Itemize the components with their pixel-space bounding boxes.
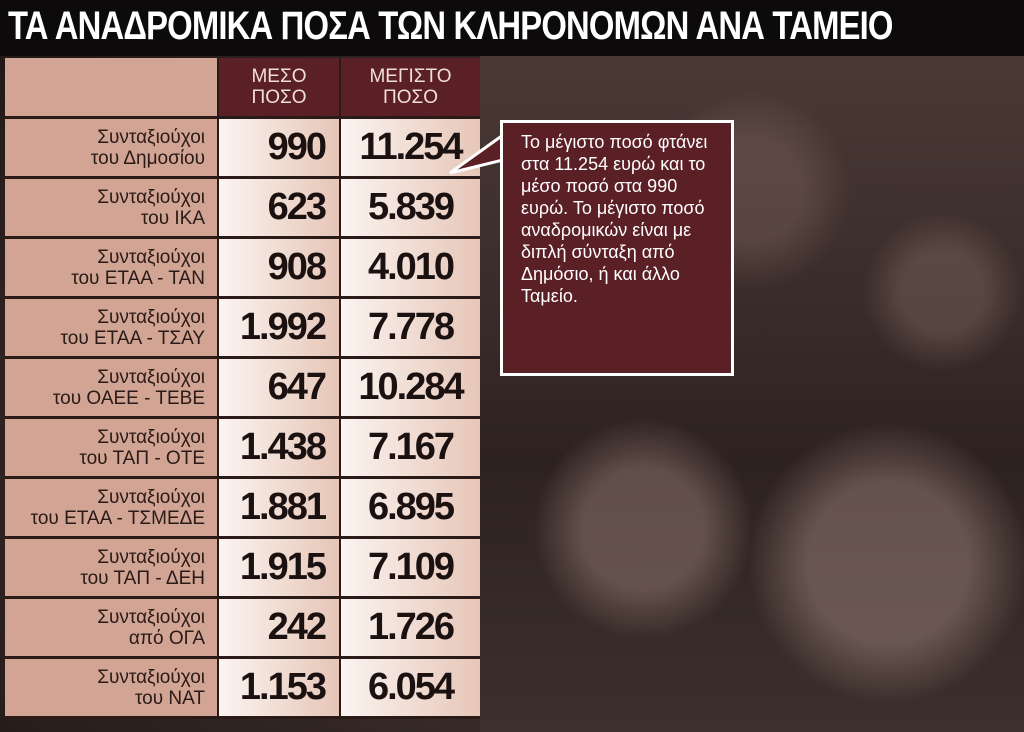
- callout-box: Το μέγιστο ποσό φτάνει στα 11.254 ευρώ κ…: [500, 120, 734, 376]
- title-bar: ΤΑ ΑΝΑΔΡΟΜΙΚΑ ΠΟΣΑ ΤΩΝ ΚΛΗΡΟΝΟΜΩΝ ΑΝΑ ΤΑ…: [0, 0, 1024, 56]
- header-mean: ΜΕΣΟ ΠΟΣΟ: [217, 58, 340, 119]
- table-row: Συνταξιούχοι από ΟΓΑ 242 1.726: [5, 597, 480, 659]
- max-value: 5.839: [339, 177, 480, 239]
- table-row: Συνταξιούχοι του ΕΤΑΑ - ΤΣΜΕΔΕ 1.881 6.89…: [5, 477, 480, 539]
- table-row: Συνταξιούχοι του ΙΚΑ 623 5.839: [5, 177, 480, 239]
- page-title: ΤΑ ΑΝΑΔΡΟΜΙΚΑ ΠΟΣΑ ΤΩΝ ΚΛΗΡΟΝΟΜΩΝ ΑΝΑ ΤΑ…: [8, 4, 893, 48]
- mean-value: 1.915: [217, 537, 340, 599]
- max-value: 4.010: [339, 237, 480, 299]
- max-value: 6.054: [339, 657, 480, 719]
- mean-value: 1.881: [217, 477, 340, 539]
- table-row: Συνταξιούχοι του ΕΤΑΑ - ΤΣΑΥ 1.992 7.778: [5, 297, 480, 359]
- callout-pointer: [449, 135, 505, 175]
- mean-value: 623: [217, 177, 340, 239]
- row-label: Συνταξιούχοι του ΙΚΑ: [5, 177, 218, 239]
- table-row: Συνταξιούχοι του Δημοσίου 990 11.254: [5, 117, 480, 179]
- row-label: Συνταξιούχοι του ΤΑΠ - ΟΤΕ: [5, 417, 218, 479]
- header-blank: [5, 58, 218, 119]
- row-label: Συνταξιούχοι του ΕΤΑΑ - ΤΣΑΥ: [5, 297, 218, 359]
- row-label: Συνταξιούχοι του ΤΑΠ - ΔΕΗ: [5, 537, 218, 599]
- mean-value: 990: [217, 117, 340, 179]
- mean-value: 647: [217, 357, 340, 419]
- table-row: Συνταξιούχοι του ΤΑΠ - ΔΕΗ 1.915 7.109: [5, 537, 480, 599]
- max-value: 10.284: [339, 357, 480, 419]
- table-row: Συνταξιούχοι του ΝΑΤ 1.153 6.054: [5, 657, 480, 719]
- table-row: Συνταξιούχοι του ΕΤΑΑ - ΤΑΝ 908 4.010: [5, 237, 480, 299]
- row-label: Συνταξιούχοι του Δημοσίου: [5, 117, 218, 179]
- pension-table: ΜΕΣΟ ΠΟΣΟ ΜΕΓΙΣΤΟ ΠΟΣΟ Συνταξιούχοι του Δημ…: [5, 58, 480, 719]
- max-value: 1.726: [339, 597, 480, 659]
- max-value: 7.109: [339, 537, 480, 599]
- max-value: 6.895: [339, 477, 480, 539]
- mean-value: 242: [217, 597, 340, 659]
- mean-value: 1.992: [217, 297, 340, 359]
- table-row: Συνταξιούχοι του ΟΑΕΕ - ΤΕΒΕ 647 10.284: [5, 357, 480, 419]
- row-label: Συνταξιούχοι από ΟΓΑ: [5, 597, 218, 659]
- max-value: 7.167: [339, 417, 480, 479]
- header-max: ΜΕΓΙΣΤΟ ΠΟΣΟ: [339, 58, 480, 119]
- row-label: Συνταξιούχοι του ΟΑΕΕ - ΤΕΒΕ: [5, 357, 218, 419]
- max-value: 7.778: [339, 297, 480, 359]
- mean-value: 908: [217, 237, 340, 299]
- table-row: Συνταξιούχοι του ΤΑΠ - ΟΤΕ 1.438 7.167: [5, 417, 480, 479]
- max-value: 11.254: [339, 117, 480, 179]
- row-label: Συνταξιούχοι του ΕΤΑΑ - ΤΑΝ: [5, 237, 218, 299]
- table-header-row: ΜΕΣΟ ΠΟΣΟ ΜΕΓΙΣΤΟ ΠΟΣΟ: [5, 58, 480, 119]
- mean-value: 1.153: [217, 657, 340, 719]
- row-label: Συνταξιούχοι του ΝΑΤ: [5, 657, 218, 719]
- mean-value: 1.438: [217, 417, 340, 479]
- row-label: Συνταξιούχοι του ΕΤΑΑ - ΤΣΜΕΔΕ: [5, 477, 218, 539]
